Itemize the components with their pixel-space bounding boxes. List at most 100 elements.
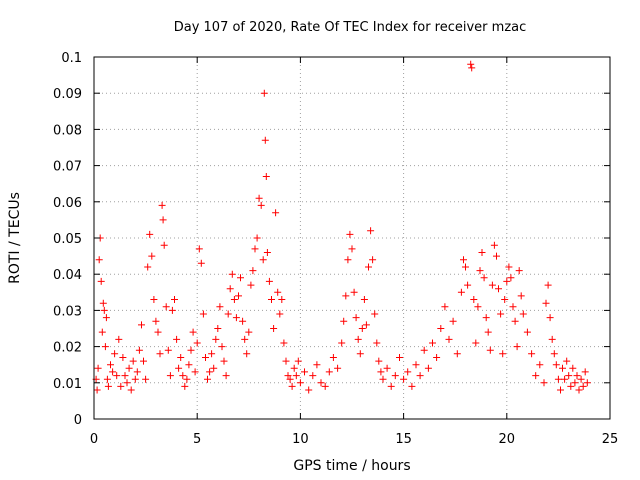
data-point xyxy=(247,281,255,289)
data-point xyxy=(159,216,167,224)
data-point xyxy=(166,372,174,380)
data-point xyxy=(123,379,131,387)
data-point xyxy=(224,310,232,318)
data-point xyxy=(544,281,552,289)
data-point xyxy=(480,274,488,282)
data-point xyxy=(212,335,220,343)
data-point xyxy=(272,209,280,217)
data-point xyxy=(377,368,385,376)
data-point xyxy=(515,267,523,275)
data-point xyxy=(404,368,412,376)
data-point xyxy=(204,375,211,383)
data-point xyxy=(111,350,119,358)
data-point xyxy=(482,314,490,322)
x-tick-label: 15 xyxy=(395,432,412,447)
data-point xyxy=(162,303,170,311)
x-tick-label: 0 xyxy=(90,432,98,447)
data-point xyxy=(499,350,507,358)
data-point xyxy=(280,339,288,347)
data-point xyxy=(383,364,391,372)
data-point xyxy=(142,375,150,383)
data-point xyxy=(429,339,436,347)
data-point xyxy=(557,386,564,394)
y-tick-label: 0.02 xyxy=(53,341,82,356)
x-axis-label: GPS time / hours xyxy=(293,458,410,474)
data-point xyxy=(416,372,424,380)
data-point xyxy=(579,382,587,390)
y-tick-labels: 0 0.01 0.02 0.03 0.04 0.05 0.06 0.07 0.08 0.09 0.1 xyxy=(53,51,82,428)
data-point xyxy=(360,296,368,303)
data-point xyxy=(379,375,387,383)
data-point xyxy=(220,357,228,365)
data-point xyxy=(102,314,110,322)
data-point xyxy=(127,386,135,394)
data-point xyxy=(567,382,575,390)
data-point xyxy=(135,346,143,354)
data-point xyxy=(195,245,203,253)
data-point xyxy=(424,364,432,372)
data-point xyxy=(175,364,183,372)
data-point xyxy=(532,372,540,380)
data-point xyxy=(253,234,261,242)
data-point xyxy=(490,241,498,249)
data-point xyxy=(98,328,106,336)
data-point xyxy=(460,256,467,264)
data-point xyxy=(222,372,230,380)
data-point xyxy=(577,375,585,383)
data-point xyxy=(581,368,589,376)
data-point xyxy=(189,328,197,336)
data-point xyxy=(100,306,108,314)
y-tick-label: 0.1 xyxy=(61,51,82,66)
data-point xyxy=(274,288,282,296)
data-point xyxy=(437,325,445,332)
data-point xyxy=(183,375,191,383)
x-tick-labels: 0 5 10 15 20 25 xyxy=(90,432,618,447)
data-point xyxy=(546,314,554,322)
data-point xyxy=(150,296,158,303)
data-point xyxy=(101,343,109,351)
data-point xyxy=(249,267,257,275)
data-point xyxy=(449,317,457,325)
data-point xyxy=(93,386,101,394)
data-point xyxy=(103,375,111,383)
data-point xyxy=(340,317,348,325)
data-point xyxy=(495,285,502,293)
data-point xyxy=(173,335,181,343)
data-point xyxy=(408,382,416,390)
data-point xyxy=(509,303,517,311)
data-point xyxy=(226,285,234,293)
data-point xyxy=(208,350,216,358)
data-point xyxy=(342,292,350,300)
y-tick-label: 0.09 xyxy=(53,87,82,102)
data-point xyxy=(119,354,127,361)
data-point xyxy=(263,249,271,256)
data-point xyxy=(294,357,302,365)
data-point xyxy=(282,357,290,365)
data-point xyxy=(138,321,145,329)
data-point xyxy=(507,274,515,282)
data-point xyxy=(230,296,238,303)
data-point xyxy=(420,346,428,354)
data-point xyxy=(104,382,112,390)
x-tick-label: 20 xyxy=(499,432,516,447)
data-point xyxy=(257,201,265,209)
data-point xyxy=(259,256,267,264)
data-point xyxy=(239,317,247,325)
data-point xyxy=(467,60,475,68)
data-point xyxy=(99,299,107,307)
data-point xyxy=(144,263,152,271)
data-point xyxy=(462,263,469,271)
data-point xyxy=(554,375,562,383)
y-tick-label: 0.05 xyxy=(53,232,82,247)
data-point xyxy=(536,361,544,369)
data-point xyxy=(288,382,296,390)
data-point xyxy=(214,325,222,332)
data-point xyxy=(362,321,370,329)
data-point xyxy=(396,354,403,361)
data-point xyxy=(468,64,476,72)
y-tick-label: 0.08 xyxy=(53,123,82,138)
y-tick-label: 0.03 xyxy=(53,304,82,319)
data-point xyxy=(265,277,273,285)
data-point xyxy=(255,194,263,202)
